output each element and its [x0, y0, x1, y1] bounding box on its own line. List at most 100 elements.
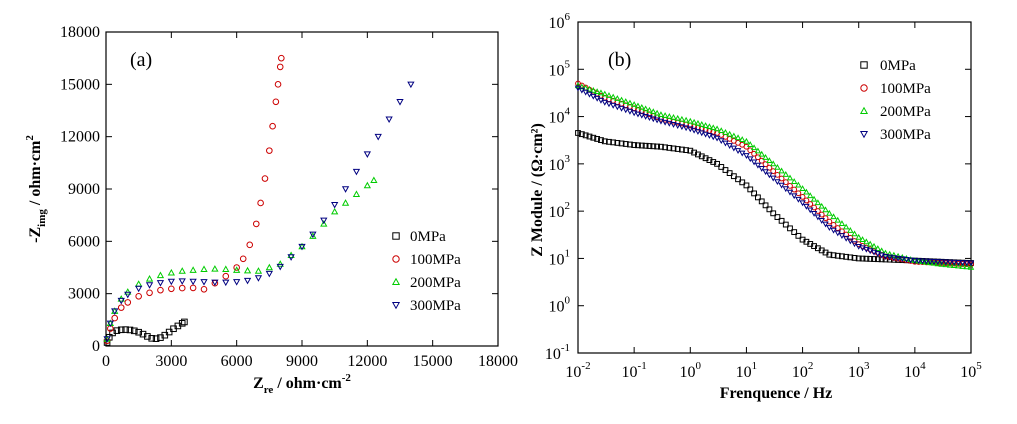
data-point [682, 116, 690, 123]
y-axis-title-sub: img [36, 209, 48, 227]
data-point [181, 318, 188, 326]
x-axis-title-rest: / ohm·cm [273, 375, 342, 392]
data-point [702, 155, 709, 162]
legend-marker [391, 277, 401, 286]
data-point [847, 238, 854, 245]
data-point [769, 175, 777, 182]
data-point [117, 297, 125, 305]
data-point [106, 320, 115, 328]
y-tick-label: 18000 [60, 24, 100, 41]
data-point [352, 190, 361, 197]
data-point [963, 263, 971, 270]
data-point [934, 259, 942, 266]
data-point [575, 130, 581, 136]
data-point [606, 138, 612, 145]
data-point [211, 265, 219, 272]
data-point [826, 209, 833, 216]
data-point [650, 143, 657, 150]
data-point [786, 174, 794, 181]
data-point [666, 113, 673, 119]
data-point [674, 114, 681, 121]
data-point [726, 170, 733, 176]
data-point [803, 203, 810, 210]
x-axis-title: Frenquence / Hz [720, 385, 833, 402]
data-points [103, 54, 415, 346]
data-point [385, 116, 393, 124]
data-point [718, 127, 725, 134]
data-point [882, 254, 889, 260]
y-tick-label: 100 [549, 295, 571, 316]
data-point [714, 160, 720, 167]
data-point [626, 99, 634, 106]
data-point [709, 124, 717, 131]
data-point [131, 327, 138, 335]
data-point [842, 235, 850, 242]
legend-marker [859, 106, 869, 115]
data-point [694, 119, 702, 126]
data-point [903, 256, 910, 263]
data-point [254, 267, 263, 274]
x-tick-label: 100 [680, 360, 702, 381]
data-point [690, 118, 698, 125]
data-point [135, 280, 143, 287]
data-point [834, 252, 841, 259]
data-point [778, 167, 785, 174]
y-axis-title-sup: 2 [24, 135, 36, 141]
data-point [839, 253, 845, 260]
data-point [618, 140, 625, 147]
y-tick-label: 15000 [60, 76, 100, 93]
data-point [670, 145, 677, 152]
panel-label: (b) [608, 49, 631, 71]
data-point [851, 230, 858, 237]
data-point [842, 223, 850, 230]
data-point [122, 326, 129, 333]
data-point [747, 141, 754, 147]
data-point [959, 261, 966, 267]
data-point [787, 182, 793, 189]
data-point [682, 125, 690, 132]
data-point [847, 227, 854, 233]
data-point [145, 282, 154, 289]
data-point [662, 144, 669, 151]
data-point [843, 253, 850, 260]
data-point [747, 156, 754, 163]
data-point [594, 136, 601, 142]
data-point [661, 112, 669, 118]
x-tick-label: 101 [736, 360, 758, 381]
data-point [363, 181, 371, 189]
data-point [911, 258, 919, 265]
data-point [782, 171, 790, 177]
x-tick-label: 15000 [413, 353, 453, 370]
data-point [266, 147, 273, 154]
data-point [890, 255, 898, 262]
data-point [762, 161, 769, 168]
data-point [601, 99, 609, 106]
data-point [967, 260, 975, 267]
data-point [795, 196, 802, 203]
data-point [103, 336, 111, 343]
data-point [178, 320, 186, 327]
data-point [274, 81, 282, 88]
data-point [866, 240, 874, 247]
data-point [778, 217, 785, 224]
data-point [938, 259, 945, 266]
y-axis-title-lead: -Z [27, 227, 44, 243]
x-axis-title-sup: -2 [342, 372, 352, 384]
data-point [642, 113, 649, 120]
data-point [930, 259, 938, 266]
data-point [598, 137, 604, 144]
data-point [261, 175, 269, 182]
data-point [822, 221, 829, 228]
data-point [666, 144, 673, 151]
data-point [810, 210, 818, 217]
data-point [698, 153, 705, 160]
data-point [309, 231, 317, 239]
data-point [806, 207, 814, 214]
data-point [156, 280, 165, 287]
data-point [826, 251, 833, 258]
y-axis-title: Z Module / (Ω·cm²) [529, 123, 546, 257]
data-point [762, 202, 769, 209]
data-point [678, 115, 686, 122]
data-point [722, 128, 729, 135]
legend-label: 300MPa [410, 298, 461, 314]
